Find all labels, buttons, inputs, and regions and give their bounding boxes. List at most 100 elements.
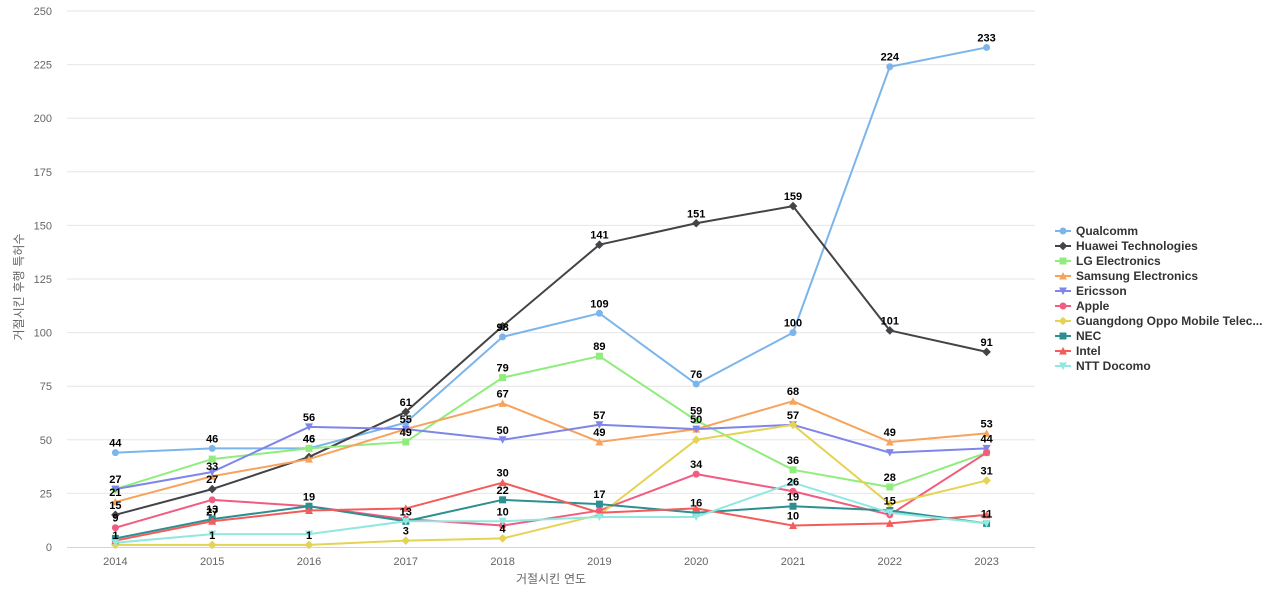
data-point (692, 504, 701, 512)
data-point (305, 444, 313, 452)
data-point (789, 487, 797, 495)
series-group (111, 479, 991, 547)
data-point (305, 455, 313, 463)
series-line (114, 481, 988, 542)
data-point (691, 218, 701, 228)
data-point (983, 449, 991, 457)
data-point (692, 425, 701, 434)
data-label: 44 (980, 433, 993, 445)
legend-item[interactable]: LG Electronics (1055, 254, 1161, 268)
data-point (111, 485, 120, 494)
x-tick-label: 2014 (103, 556, 127, 568)
data-point (595, 352, 603, 360)
legend-marker (1059, 302, 1067, 310)
data-point (207, 484, 217, 494)
y-tick-label: 0 (46, 542, 52, 554)
y-axis-title: 거절시킨 후행 특허수 (11, 234, 26, 341)
data-point (498, 478, 507, 487)
series-line (114, 46, 988, 454)
data-point (982, 347, 991, 357)
data-point (692, 380, 700, 388)
y-tick-label: 175 (34, 167, 52, 179)
data-point (305, 506, 313, 515)
data-label: 28 (884, 472, 896, 484)
legend-label: LG Electronics (1076, 254, 1161, 268)
data-point (595, 421, 604, 429)
data-point (886, 483, 894, 491)
data-label: 22 (496, 485, 508, 497)
data-point (595, 500, 603, 508)
legend-marker (1059, 257, 1067, 265)
data-point (498, 321, 507, 331)
data-label: 91 (980, 337, 992, 349)
data-point (595, 240, 604, 249)
legend-item[interactable]: Huawei Technologies (1055, 239, 1198, 253)
data-point (498, 534, 507, 543)
data-point (885, 509, 894, 517)
data-point (208, 468, 217, 476)
legend-label: Qualcomm (1076, 224, 1138, 238)
data-label: 50 (496, 425, 508, 437)
legend-item[interactable]: Guangdong Oppo Mobile Telec... (1055, 314, 1262, 328)
legend-item[interactable]: Qualcomm (1055, 224, 1138, 238)
data-point (982, 476, 991, 485)
data-point (208, 444, 216, 452)
data-label: 3 (403, 526, 409, 538)
legend-item[interactable]: Intel (1055, 344, 1101, 358)
data-point (111, 497, 120, 506)
legend-label: Samsung Electronics (1076, 269, 1198, 283)
data-point (982, 510, 991, 519)
x-axis-title: 거절시킨 연도 (516, 572, 586, 586)
data-point (692, 470, 700, 478)
y-tick-label: 75 (40, 381, 52, 393)
data-label: 33 (206, 461, 218, 473)
y-tick-label: 150 (34, 220, 52, 232)
legend-item[interactable]: Samsung Electronics (1055, 269, 1198, 283)
data-point (692, 509, 700, 517)
data-point (982, 429, 991, 437)
legend-label: Apple (1076, 299, 1110, 313)
data-label: 15 (884, 496, 896, 508)
data-label: 34 (690, 459, 703, 471)
data-point (789, 479, 797, 487)
data-label: 151 (687, 208, 705, 220)
data-label: 79 (496, 363, 508, 375)
data-label: 13 (206, 504, 218, 516)
legend-item[interactable]: Apple (1055, 299, 1110, 313)
legend-marker (1059, 347, 1067, 355)
legend-marker (1059, 332, 1067, 340)
data-point (402, 438, 410, 446)
legend-label: Intel (1076, 344, 1101, 358)
x-tick-label: 2020 (684, 556, 708, 568)
data-point (305, 530, 313, 539)
data-point (401, 407, 411, 417)
legend-item[interactable]: Ericsson (1055, 284, 1127, 298)
data-point (401, 425, 410, 434)
legend-marker (1059, 362, 1067, 370)
y-tick-label: 50 (40, 435, 52, 447)
data-point (207, 540, 217, 550)
data-label: 16 (690, 498, 702, 510)
series-line (114, 205, 988, 516)
data-label: 49 (400, 427, 412, 439)
data-point (111, 539, 120, 547)
data-label: 159 (784, 191, 802, 203)
data-point (402, 419, 410, 427)
data-label: 141 (590, 230, 608, 242)
data-label: 10 (787, 511, 799, 523)
data-label: 57 (593, 410, 605, 422)
series-lines (111, 43, 991, 550)
x-tick-label: 2015 (200, 556, 224, 568)
data-label: 50 (690, 414, 702, 426)
legend-item[interactable]: NTT Docomo (1055, 359, 1151, 373)
x-tick-label: 2023 (974, 556, 998, 568)
data-label: 30 (496, 468, 508, 480)
data-label: 1 (112, 530, 118, 542)
data-label: 49 (884, 427, 896, 439)
data-label: 46 (206, 433, 218, 445)
legend-item[interactable]: NEC (1055, 329, 1102, 343)
data-point (885, 449, 894, 457)
legend-label: Huawei Technologies (1076, 239, 1198, 253)
x-tick-label: 2019 (587, 556, 611, 568)
